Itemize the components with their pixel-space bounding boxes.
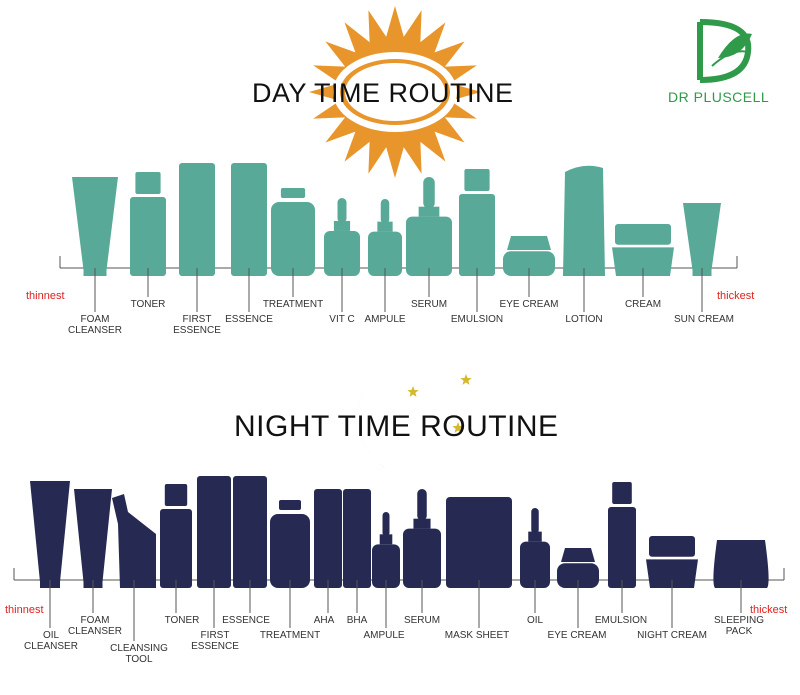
- step-label: FIRST ESSENCE: [191, 630, 239, 652]
- product-bottle: [231, 163, 267, 276]
- step-label: ESSENCE: [222, 615, 270, 626]
- product-bottle: [459, 169, 495, 276]
- product-bottle: [197, 476, 231, 588]
- step-label: AHA: [313, 615, 335, 626]
- product-bottle: [446, 497, 512, 588]
- product-bottle: [270, 500, 310, 588]
- product-bottle: [503, 236, 555, 276]
- step-label: VIT C: [329, 314, 355, 325]
- step-label: FOAM CLEANSER: [68, 615, 122, 637]
- step-label: TREATMENT: [262, 299, 324, 310]
- step-label: FOAM CLEANSER: [68, 314, 122, 336]
- night-thickest-label: thickest: [750, 604, 788, 616]
- step-label: TREATMENT: [259, 630, 321, 641]
- step-label: SERUM: [403, 615, 441, 626]
- product-bottle: [314, 489, 342, 588]
- product-bottle: [271, 188, 315, 276]
- step-label: AMPULE: [363, 630, 405, 641]
- step-label: MASK SHEET: [444, 630, 510, 641]
- day-thinnest-label: thinnest: [26, 290, 65, 302]
- step-label: SERUM: [410, 299, 448, 310]
- day-products-row: [59, 163, 738, 312]
- step-label: EMULSION: [594, 615, 648, 626]
- sun-icon: [309, 6, 481, 178]
- moon-icon: [357, 365, 472, 479]
- product-bottle: [520, 508, 550, 588]
- step-label: BHA: [346, 615, 368, 626]
- product-bottle: [683, 203, 721, 276]
- step-label: OIL: [526, 615, 544, 626]
- product-bottle: [112, 494, 156, 588]
- step-label: SUN CREAM: [673, 314, 735, 325]
- product-bottle: [343, 489, 371, 588]
- product-bottle: [713, 540, 769, 588]
- step-label: CLEANSING TOOL: [110, 643, 168, 665]
- product-bottle: [72, 177, 118, 276]
- night-products-row: [13, 476, 785, 641]
- step-label: AMPULE: [364, 314, 406, 325]
- product-bottle: [368, 199, 402, 276]
- product-bottle: [130, 172, 166, 276]
- product-bottle: [563, 165, 605, 276]
- night-thinnest-label: thinnest: [5, 604, 44, 616]
- step-label: TONER: [130, 299, 166, 310]
- product-bottle: [160, 484, 192, 588]
- step-label: NIGHT CREAM: [637, 630, 707, 641]
- step-label: CREAM: [624, 299, 662, 310]
- step-label: EYE CREAM: [547, 630, 607, 641]
- step-label: EYE CREAM: [499, 299, 559, 310]
- brand-logo: [697, 19, 752, 83]
- night-routine-title: NIGHT TIME ROUTINE: [234, 410, 559, 443]
- product-bottle: [233, 476, 267, 588]
- product-bottle: [30, 481, 70, 588]
- product-bottle: [403, 489, 441, 588]
- product-bottle: [406, 177, 452, 276]
- day-thickest-label: thickest: [717, 290, 755, 302]
- product-bottle: [608, 482, 636, 588]
- product-bottle: [324, 198, 360, 276]
- step-label: LOTION: [565, 314, 603, 325]
- brand-name: DR PLUSCELL: [668, 89, 770, 105]
- product-bottle: [372, 512, 400, 588]
- product-bottle: [557, 548, 599, 588]
- product-bottle: [179, 163, 215, 276]
- step-label: OIL CLEANSER: [24, 630, 78, 652]
- step-label: EMULSION: [450, 314, 504, 325]
- day-routine-title: DAY TIME ROUTINE: [252, 78, 514, 108]
- product-bottle: [612, 224, 674, 276]
- step-label: ESSENCE: [225, 314, 273, 325]
- step-label: SLEEPING PACK: [713, 615, 765, 637]
- step-label: FIRST ESSENCE: [173, 314, 221, 336]
- product-bottle: [646, 536, 698, 588]
- step-label: TONER: [164, 615, 200, 626]
- product-bottle: [74, 489, 112, 588]
